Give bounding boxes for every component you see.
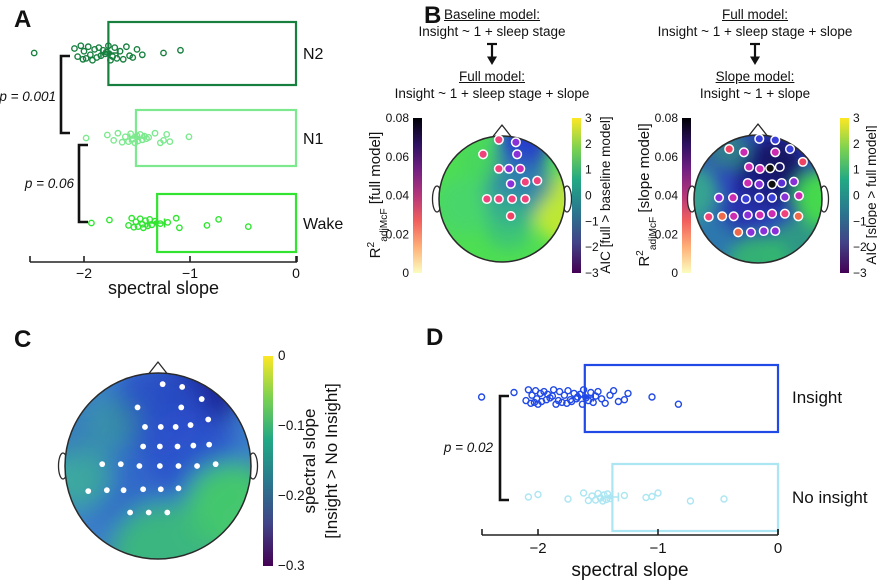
svg-text:R2adjMcF [slope model]: R2adjMcF [slope model] (635, 123, 659, 266)
svg-text:−2: −2 (76, 265, 92, 281)
baseline-model-title: Baseline model: (443, 7, 541, 22)
svg-text:0.06: 0.06 (655, 150, 679, 164)
svg-text:2: 2 (853, 137, 860, 151)
svg-text:0.02: 0.02 (386, 227, 410, 241)
svg-text:R2adjMcF [full model]: R2adjMcF [full model] (366, 132, 390, 259)
panel-a-sleepstage-boxplot: N2 N1 Wake −2 −1 0 spectral slope p = 0.001 p = … (0, 20, 343, 298)
panel-c-topomap: 0 −0.1 −0.2 −0.3 spectral slope [Insight > No… (57, 348, 341, 573)
svg-text:0.06: 0.06 (386, 150, 410, 164)
svg-text:AIC [full > baseline model]: AIC [full > baseline model] (598, 116, 613, 273)
svg-text:p = 0.02: p = 0.02 (443, 440, 494, 455)
svg-text:1: 1 (585, 163, 592, 177)
svg-text:p = 0.06: p = 0.06 (24, 176, 75, 191)
svg-text:0: 0 (585, 189, 592, 203)
slope-model-formula: Insight ~ 1 + slope (699, 86, 811, 101)
svg-text:Wake: Wake (303, 216, 343, 233)
svg-text:0.02: 0.02 (655, 227, 679, 241)
panel-d-label: D (426, 324, 444, 351)
svg-text:0.08: 0.08 (386, 111, 410, 125)
svg-text:3: 3 (853, 111, 860, 125)
svg-text:spectral slope: spectral slope (571, 560, 688, 581)
down-arrow-icon (392, 42, 592, 66)
svg-text:Insight: Insight (792, 388, 842, 407)
slope-model-title: Slope model: (715, 69, 795, 84)
svg-text:0: 0 (402, 266, 409, 280)
panel-c-label: C (14, 326, 32, 353)
svg-text:1: 1 (853, 163, 860, 177)
svg-text:spectral slope: spectral slope (108, 278, 219, 298)
svg-text:−0.2: −0.2 (278, 488, 305, 503)
svg-text:0.04: 0.04 (655, 189, 679, 203)
svg-text:−3: −3 (585, 266, 599, 280)
svg-text:No insight: No insight (792, 488, 868, 507)
svg-text:−0.1: −0.1 (278, 418, 305, 433)
svg-text:spectral slope: spectral slope (300, 409, 319, 514)
full-model-title-right: Full model: (721, 7, 789, 22)
svg-text:0: 0 (671, 266, 678, 280)
full-model-formula: Insight ~ 1 + sleep stage + slope (394, 86, 590, 101)
svg-text:3: 3 (585, 111, 592, 125)
svg-text:−1: −1 (585, 214, 599, 228)
svg-text:0: 0 (853, 189, 860, 203)
svg-text:N1: N1 (303, 131, 324, 148)
panel-b-right-topomap: 0.08 0.06 0.04 0.02 0 R2adjMcF [slope model] 3… (635, 111, 877, 280)
full-to-slope-model-block: Full model: Insight ~ 1 + sleep stage + … (655, 6, 855, 102)
down-arrow-icon (655, 42, 855, 66)
svg-text:0: 0 (292, 265, 300, 281)
svg-text:0.08: 0.08 (655, 111, 679, 125)
svg-text:−1: −1 (649, 540, 666, 557)
baseline-model-formula: Insight ~ 1 + sleep stage (418, 24, 566, 39)
full-model-formula-right: Insight ~ 1 + sleep stage + slope (657, 24, 853, 39)
svg-text:−2: −2 (529, 540, 546, 557)
panel-d-insight-boxplot: Insight No insight −2 −1 0 spectral slope p = … (443, 363, 868, 581)
panel-a-label: A (14, 6, 32, 33)
baseline-to-full-model-block: Baseline model: Insight ~ 1 + sleep stag… (392, 6, 592, 102)
svg-text:−0.3: −0.3 (278, 558, 305, 573)
svg-text:[Insight > No Insight]: [Insight > No Insight] (322, 383, 341, 538)
full-model-title: Full model: (458, 69, 526, 84)
svg-text:−2: −2 (853, 240, 867, 254)
svg-text:p = 0.001: p = 0.001 (0, 89, 56, 104)
svg-text:0: 0 (774, 540, 782, 557)
svg-text:−1: −1 (182, 265, 198, 281)
svg-text:−3: −3 (853, 266, 867, 280)
svg-text:−1: −1 (853, 214, 867, 228)
svg-text:AIC [slope > full model]: AIC [slope > full model] (864, 125, 877, 264)
svg-text:0.04: 0.04 (386, 189, 410, 203)
svg-text:0: 0 (278, 348, 286, 363)
panel-b-left-topomap: 0.08 0.06 0.04 0.02 0 R2adjMcF [full model] 3 2… (366, 111, 613, 280)
panel-b-label: B (424, 2, 442, 29)
svg-text:2: 2 (585, 137, 592, 151)
svg-text:−2: −2 (585, 240, 599, 254)
svg-text:N2: N2 (303, 46, 324, 63)
